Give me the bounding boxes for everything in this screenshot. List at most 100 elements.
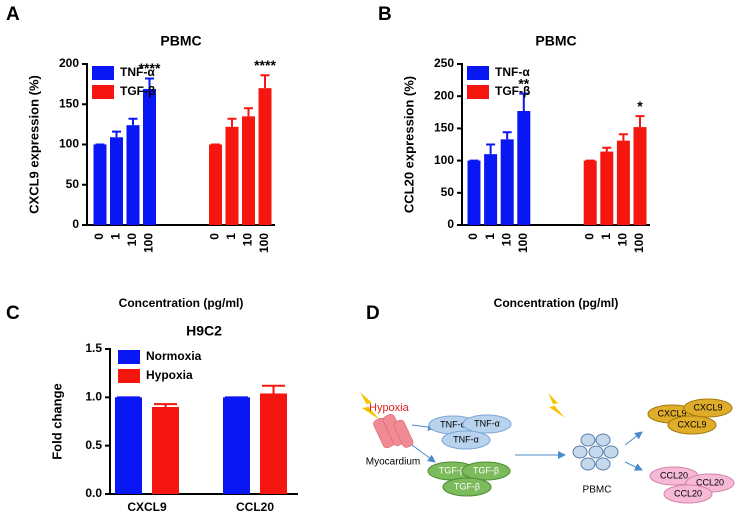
cxcl9-label: CXCL9	[693, 402, 722, 412]
x-tick-label: 100	[516, 233, 530, 253]
legend-label: Normoxia	[146, 349, 202, 363]
x-tick-label: 0	[466, 233, 480, 240]
ccl20-label: CCL20	[660, 470, 688, 480]
x-tick-label: 10	[125, 233, 139, 247]
x-tick-label: 10	[499, 233, 513, 247]
y-tick-label: 1.5	[85, 341, 102, 355]
bar	[225, 126, 239, 225]
tgf-ellipse	[461, 461, 511, 481]
arrow	[411, 444, 436, 463]
y-axis-label: Fold change	[49, 383, 64, 460]
legend-label: Hypoxia	[146, 368, 193, 382]
tgf-ellipse	[442, 477, 492, 497]
legend-label: TGF-β	[120, 84, 155, 98]
ccl20-label: CCL20	[674, 488, 702, 498]
error-bar	[260, 74, 270, 89]
y-tick-label: 200	[59, 56, 79, 70]
bar	[126, 125, 140, 225]
chart-panel: C H9C2 Fold change 0.0 0.5 1.0 1.5 CXCL9 CCL20 No…	[6, 303, 298, 514]
legend-swatch	[118, 350, 140, 364]
ccl20-label: CCL20	[696, 477, 724, 487]
y-tick-label: 0.5	[85, 438, 102, 452]
tgf-label: TGF-β	[473, 465, 499, 475]
panel-letter: B	[378, 4, 392, 25]
cxcl9-ellipse	[683, 398, 733, 418]
significance-label: **	[518, 75, 529, 91]
error-bar	[128, 117, 138, 126]
diagram-panel: D Hypoxia Myocardium TNF-α TNF-α TNF-α T…	[360, 303, 735, 504]
bar	[93, 144, 107, 225]
legend-swatch	[467, 66, 489, 80]
y-axis-label: CXCL9 expression (%)	[26, 75, 41, 214]
bar	[484, 154, 498, 225]
y-tick-label: 100	[434, 153, 454, 167]
bar	[583, 160, 597, 225]
error-bar	[244, 107, 253, 117]
x-tick-label: 0	[582, 233, 596, 240]
chart-title: PBMC	[535, 33, 576, 49]
panel-letter: A	[6, 4, 20, 25]
y-tick-label: 50	[66, 177, 80, 191]
tgf-label: TGF-β	[454, 481, 480, 491]
x-tick-label: 10	[616, 233, 630, 247]
y-tick-label: 250	[434, 56, 454, 70]
chart-panel: B PBMC CCL20 expression (%) Concentration (…	[378, 4, 650, 310]
error-bar	[112, 130, 121, 138]
x-tick-label: 1	[599, 233, 613, 240]
chart-title: PBMC	[160, 33, 201, 49]
bar	[242, 116, 255, 225]
y-tick-label: 200	[434, 88, 454, 102]
arrow	[624, 431, 643, 446]
x-tick-label: CCL20	[236, 500, 274, 514]
tnf-label: TNF-α	[440, 419, 466, 429]
tgf-label: TGF-β	[439, 465, 465, 475]
error-bar	[227, 117, 237, 127]
error-bar	[635, 115, 645, 128]
x-tick-label: 1	[109, 233, 123, 240]
bar	[115, 397, 142, 494]
bar	[258, 88, 272, 226]
myocardium-label: Myocardium	[366, 457, 420, 468]
legend-label: TGF-β	[495, 84, 530, 98]
error-bar	[618, 133, 628, 141]
error-bar	[262, 384, 285, 394]
tnf-ellipse	[441, 430, 491, 450]
x-tick-label: 0	[208, 233, 222, 240]
x-tick-label: 100	[632, 233, 646, 253]
significance-label: ****	[139, 60, 161, 76]
bar	[209, 144, 222, 225]
bar	[260, 393, 287, 494]
hypoxia-label: Hypoxia	[369, 402, 410, 414]
x-tick-label: 100	[142, 233, 156, 253]
error-bar	[154, 403, 177, 407]
error-bar	[145, 77, 154, 89]
cxcl9-label: CXCL9	[677, 419, 706, 429]
panel-letter: D	[366, 303, 380, 324]
bar	[110, 137, 123, 225]
x-tick-label: 1	[224, 233, 238, 240]
y-tick-label: 1.0	[85, 390, 102, 404]
tnf-label: TNF-α	[453, 434, 479, 444]
pbmc-label: PBMC	[583, 485, 612, 496]
tnf-label: TNF-α	[474, 418, 500, 428]
ccl20-ellipse	[663, 484, 713, 504]
bar	[223, 397, 250, 494]
legend-swatch	[92, 85, 114, 99]
x-tick-label: 1	[483, 233, 497, 240]
x-tick-label: 100	[257, 233, 271, 253]
y-tick-label: 150	[434, 121, 454, 135]
cxcl9-label: CXCL9	[657, 408, 686, 418]
bar	[600, 151, 614, 225]
y-axis-label: CCL20 expression (%)	[401, 76, 416, 213]
bar	[467, 160, 481, 225]
legend-label: TNF-α	[120, 65, 155, 79]
y-tick-label: 100	[59, 137, 79, 151]
y-tick-label: 50	[441, 185, 455, 199]
pbmc-cells	[572, 433, 619, 471]
legend-swatch	[467, 85, 489, 99]
panel-letter: C	[6, 303, 20, 324]
bar	[152, 407, 179, 494]
chart-panel: A PBMC CXCL9 expression (%) Concentration (…	[6, 4, 276, 310]
x-axis-label: Concentration (pg/ml)	[119, 296, 244, 310]
